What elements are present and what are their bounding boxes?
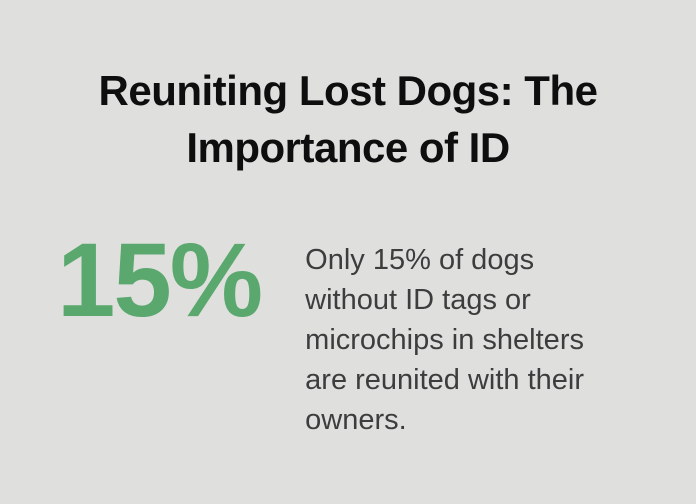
page-title-line-1: Reuniting Lost Dogs: The [98, 67, 598, 114]
stat-description-line-2: without ID tags or [305, 284, 531, 316]
page-title: Reuniting Lost Dogs: The Importance of I… [0, 62, 696, 176]
stat-row: 15% Only 15% of dogs without ID tags or … [57, 228, 584, 440]
stat-description-line-5: owners. [305, 404, 407, 436]
stat-value: 15% [57, 222, 263, 339]
stat-description-line-4: are reunited with their [305, 364, 585, 396]
stat-description-line-1: Only 15% of dogs [305, 244, 535, 276]
stat-description-line-3: microchips in shelters [305, 324, 584, 356]
page-title-line-2: Importance of ID [186, 124, 510, 171]
stat-description: Only 15% of dogs without ID tags or micr… [305, 240, 584, 440]
